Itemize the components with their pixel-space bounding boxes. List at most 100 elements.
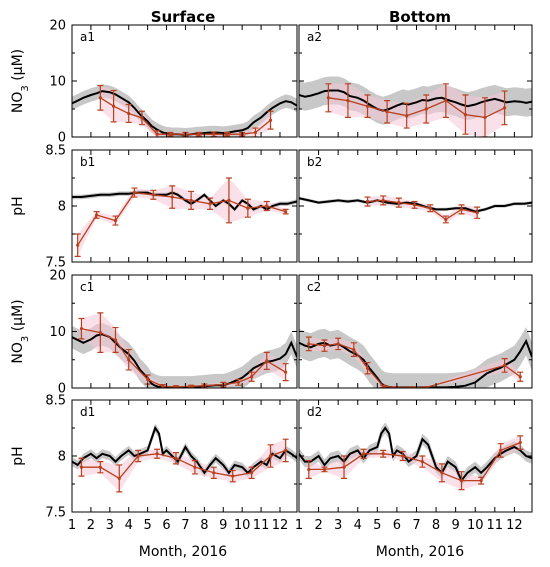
sample-line [367,199,478,221]
sample-point [483,115,487,119]
x-tick-label: 10 [234,518,251,533]
sample-point [174,456,178,460]
sample-point [113,218,118,223]
sample-point [420,460,424,464]
sample-point [127,111,131,116]
x-tick-label: 8 [200,518,208,533]
sample-point [381,198,385,202]
sample-point [127,358,131,362]
sample-point [227,198,231,202]
sample-point [111,104,116,108]
sample-point [225,132,229,136]
sample-point [132,190,136,195]
plot-area [299,327,532,388]
y-tick-label: 20 [49,19,66,34]
x-tick-label: 12 [506,518,523,533]
sample-point [284,370,288,374]
sample-point [479,479,483,483]
plot-area [72,177,297,257]
sample-point [440,471,444,475]
sample-point [459,207,464,211]
sample-range-band [81,439,286,492]
panel-a2: a2 [298,24,533,138]
sample-point [428,206,432,210]
sample-point [410,385,415,388]
x-tick-label: 4 [125,518,133,533]
x-tick-label: 10 [467,518,484,533]
sample-point [189,198,193,202]
y-tick-label: 20 [49,269,66,284]
sample-point [502,106,507,110]
sample-point [79,327,84,331]
sample-point [342,465,346,469]
x-tick-label: 9 [219,518,227,533]
sample-point [98,331,102,335]
sample-point [381,384,385,388]
sample-point [365,199,370,204]
sample-point [518,440,522,445]
x-tick-label: 11 [253,518,270,533]
sample-point [336,342,340,346]
sample-point [76,243,80,247]
x-tick-label: 7 [412,518,420,533]
sample-point [499,448,503,452]
sample-point [284,210,288,214]
sample-point [326,96,330,100]
panel-label: d1 [80,405,95,419]
plot-area [299,195,532,224]
panel-a1: a1 0 10 20 NO3 (μM) [10,19,298,146]
sample-range-band [308,435,521,490]
sample-point [459,479,464,483]
x-tick-label: 9 [451,518,459,533]
y-tick-label: 0 [58,382,66,397]
panel-label: a2 [307,30,322,44]
sample-point [381,452,385,456]
x-tick-label: 7 [181,518,189,533]
panel-label: b1 [80,155,95,169]
sample-point [444,217,448,222]
sample-point [140,116,144,120]
y-tick-label: 8.5 [45,144,66,159]
sample-point [365,104,370,108]
column-title-bottom: Bottom [389,8,451,26]
sample-point [168,132,172,136]
plot-area [299,422,532,491]
sample-point [98,96,102,100]
panels: a1 0 10 20 NO3 (μM) a2 b1 7.5 8 8.5 pH b2 c1 0 10 20 NO3… [10,19,533,533]
sensor-range-band [72,84,297,137]
panel-label: c2 [307,280,321,294]
sample-point [346,99,350,103]
sample-point [518,375,522,379]
sample-point [174,385,178,388]
sample-point [253,130,258,135]
sample-point [424,107,428,111]
sample-point [212,132,216,136]
sample-point [401,454,405,458]
sample-point [94,213,99,217]
x-tick-label: 6 [162,518,170,533]
sample-point [463,113,468,117]
sample-point [322,344,327,348]
panel-label: d2 [307,405,322,419]
sample-line [308,441,521,482]
sample-point [265,359,269,363]
sample-point [352,347,356,352]
sample-point [444,99,448,103]
sample-point [397,201,401,205]
sample-point [322,467,327,472]
x-tick-label: 1 [68,518,76,533]
sample-line [328,97,505,119]
sample-point [412,203,417,207]
y-axis-label: pH [10,196,26,215]
panel-label: b2 [307,155,322,169]
column-title-surface: Surface [151,8,216,26]
sample-point [284,448,288,452]
y-tick-label: 8.5 [45,394,66,409]
sample-range-band [77,178,286,257]
sample-point [189,384,193,388]
sample-point [365,366,370,370]
x-tick-label: 4 [354,518,362,533]
sample-point [236,380,240,384]
x-tick-label: 5 [143,518,151,533]
plot-area [72,423,297,493]
